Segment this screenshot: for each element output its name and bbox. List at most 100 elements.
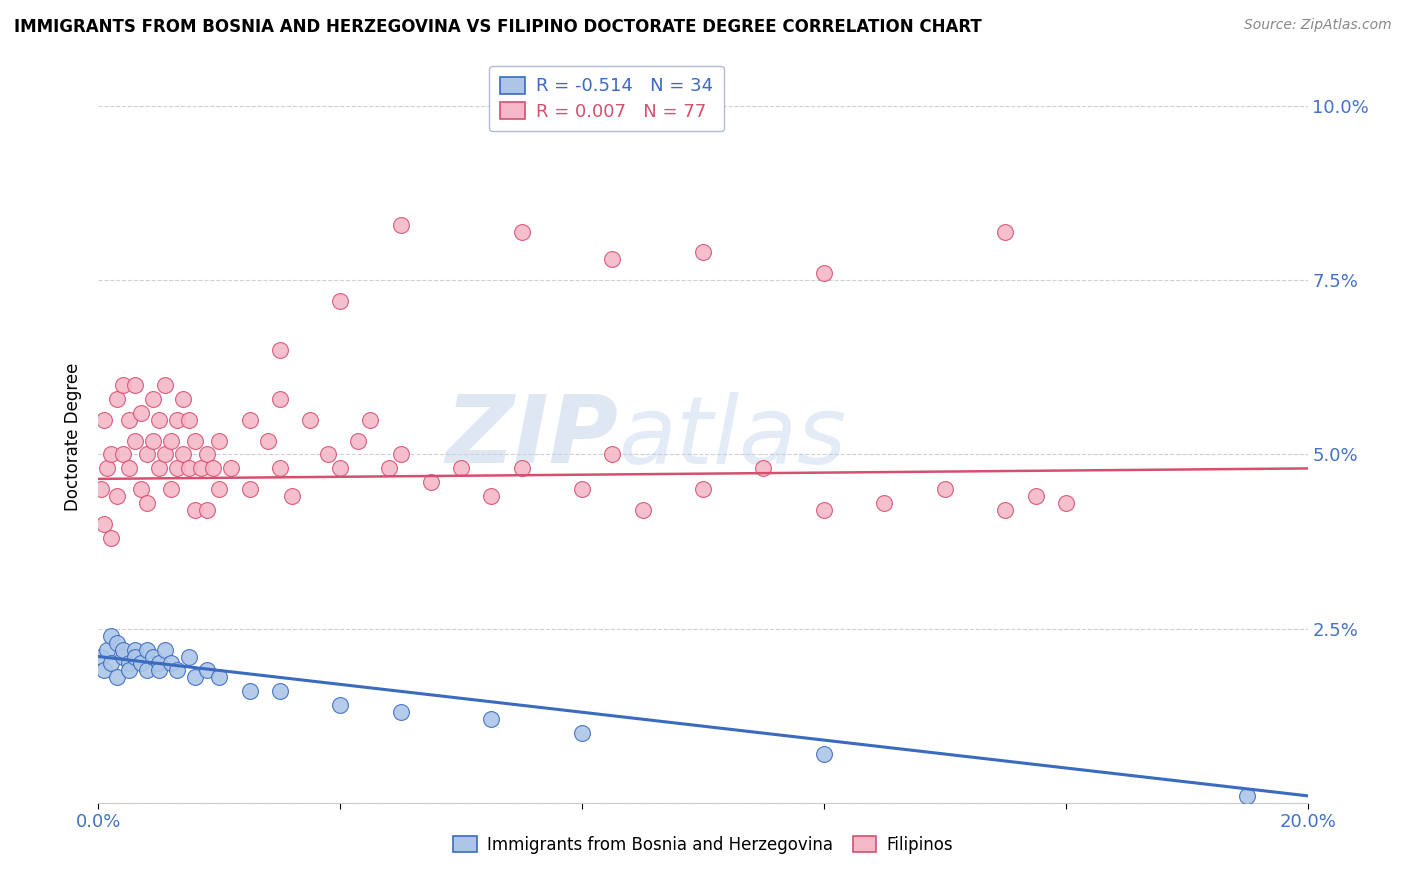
Point: [153, 448, 176, 462]
Point: [135, 664, 157, 678]
Point: [389, 218, 412, 232]
Point: [100, 629, 122, 643]
Point: [239, 684, 262, 698]
Point: [100, 657, 122, 671]
Point: [105, 489, 128, 503]
Point: [142, 649, 165, 664]
Point: [179, 649, 201, 664]
Point: [269, 343, 291, 357]
Point: [813, 266, 835, 280]
Point: [377, 461, 399, 475]
Point: [269, 392, 291, 406]
Point: [118, 412, 141, 426]
Point: [813, 503, 835, 517]
Point: [208, 483, 231, 497]
Point: [166, 664, 188, 678]
Point: [148, 664, 170, 678]
Point: [420, 475, 443, 490]
Point: [129, 657, 152, 671]
Point: [111, 649, 134, 664]
Point: [389, 705, 412, 719]
Point: [129, 406, 152, 420]
Legend: Immigrants from Bosnia and Herzegovina, Filipinos: Immigrants from Bosnia and Herzegovina, …: [447, 829, 959, 860]
Point: [281, 489, 304, 503]
Point: [360, 412, 382, 426]
Point: [166, 412, 188, 426]
Point: [118, 461, 141, 475]
Point: [160, 657, 183, 671]
Point: [195, 503, 218, 517]
Point: [153, 642, 176, 657]
Point: [631, 503, 654, 517]
Point: [93, 664, 115, 678]
Point: [142, 392, 165, 406]
Point: [124, 649, 146, 664]
Point: [96, 642, 118, 657]
Point: [602, 448, 624, 462]
Point: [90, 649, 112, 664]
Point: [105, 392, 128, 406]
Point: [96, 461, 118, 475]
Text: Source: ZipAtlas.com: Source: ZipAtlas.com: [1244, 18, 1392, 32]
Point: [184, 503, 207, 517]
Point: [135, 642, 157, 657]
Point: [111, 377, 134, 392]
Point: [172, 448, 194, 462]
Point: [135, 448, 157, 462]
Point: [481, 489, 503, 503]
Point: [166, 461, 188, 475]
Point: [135, 496, 157, 510]
Point: [124, 642, 146, 657]
Y-axis label: Doctorate Degree: Doctorate Degree: [65, 363, 83, 511]
Point: [195, 664, 218, 678]
Point: [299, 412, 322, 426]
Point: [347, 434, 370, 448]
Point: [873, 496, 896, 510]
Point: [450, 461, 472, 475]
Point: [202, 461, 225, 475]
Point: [148, 412, 170, 426]
Point: [105, 635, 128, 649]
Point: [142, 434, 165, 448]
Point: [148, 657, 170, 671]
Point: [994, 503, 1017, 517]
Point: [1024, 489, 1046, 503]
Point: [510, 225, 533, 239]
Point: [153, 377, 176, 392]
Point: [1054, 496, 1077, 510]
Point: [571, 483, 593, 497]
Point: [692, 483, 714, 497]
Text: IMMIGRANTS FROM BOSNIA AND HERZEGOVINA VS FILIPINO DOCTORATE DEGREE CORRELATION : IMMIGRANTS FROM BOSNIA AND HERZEGOVINA V…: [14, 18, 981, 36]
Point: [239, 483, 262, 497]
Point: [239, 412, 262, 426]
Point: [118, 657, 141, 671]
Point: [111, 642, 134, 657]
Point: [571, 726, 593, 740]
Point: [105, 670, 128, 684]
Point: [813, 747, 835, 761]
Point: [329, 461, 352, 475]
Point: [692, 245, 714, 260]
Point: [195, 448, 218, 462]
Point: [1236, 789, 1258, 803]
Point: [934, 483, 956, 497]
Point: [208, 434, 231, 448]
Point: [124, 434, 146, 448]
Point: [510, 461, 533, 475]
Point: [93, 517, 115, 532]
Point: [208, 670, 231, 684]
Point: [124, 377, 146, 392]
Point: [329, 698, 352, 713]
Point: [256, 434, 278, 448]
Point: [329, 294, 352, 309]
Point: [129, 483, 152, 497]
Point: [316, 448, 339, 462]
Text: atlas: atlas: [619, 392, 846, 483]
Point: [184, 670, 207, 684]
Text: ZIP: ZIP: [446, 391, 619, 483]
Point: [100, 448, 122, 462]
Point: [221, 461, 243, 475]
Point: [269, 461, 291, 475]
Point: [602, 252, 624, 267]
Point: [179, 412, 201, 426]
